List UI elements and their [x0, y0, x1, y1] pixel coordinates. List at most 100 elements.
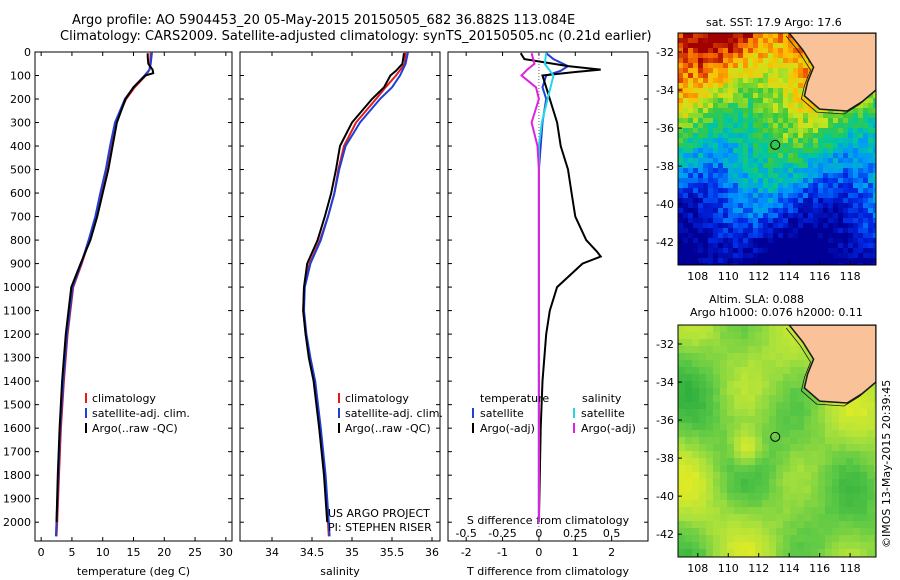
map-cell: [873, 193, 876, 198]
map-cell: [678, 123, 683, 128]
map-cell: [758, 133, 763, 138]
map-cell: [733, 183, 738, 188]
map-cell: [753, 183, 758, 188]
map-cell: [769, 472, 776, 479]
map-cell: [797, 521, 804, 528]
map-cell: [863, 183, 868, 188]
map-cell: [708, 138, 713, 143]
map-cell: [804, 542, 811, 549]
map-cell: [734, 332, 741, 339]
map-cell: [776, 346, 783, 353]
map-cell: [813, 218, 818, 223]
map-cell: [868, 153, 873, 158]
map-cell: [797, 458, 804, 465]
map-cell: [699, 437, 706, 444]
map-cell: [763, 78, 768, 83]
map-cell: [776, 535, 783, 542]
map-cell: [818, 465, 825, 472]
map-cell: [873, 213, 876, 218]
map-cell: [858, 183, 863, 188]
map-cell: [763, 63, 768, 68]
map-cell: [811, 444, 818, 451]
map-cell: [693, 38, 698, 43]
map-cell: [693, 83, 698, 88]
map-cell: [713, 486, 720, 493]
map-cell: [685, 493, 692, 500]
map-cell: [803, 183, 808, 188]
map-cell: [733, 58, 738, 63]
map-cell: [703, 113, 708, 118]
map-cell: [773, 108, 778, 113]
map-cell: [783, 153, 788, 158]
map-cell: [843, 148, 848, 153]
map-cell: [727, 458, 734, 465]
map-cell: [808, 253, 813, 258]
map-cell: [762, 521, 769, 528]
map-cell: [798, 173, 803, 178]
map-cell: [741, 493, 748, 500]
map-cell: [848, 138, 853, 143]
map-cell: [755, 521, 762, 528]
map-cell: [793, 178, 798, 183]
map-cell: [808, 243, 813, 248]
map-cell: [733, 118, 738, 123]
map-cell: [699, 444, 706, 451]
map-cell: [693, 188, 698, 193]
map-cell: [843, 163, 848, 168]
map-cell: [790, 486, 797, 493]
x-tick-label: 2: [608, 546, 615, 559]
map-cell: [773, 33, 778, 38]
map-cell: [833, 233, 838, 238]
map-cell: [743, 133, 748, 138]
map-cell: [797, 493, 804, 500]
map-cell: [734, 388, 741, 395]
map-cell: [685, 486, 692, 493]
map-cell: [723, 33, 728, 38]
map-cell: [713, 528, 720, 535]
map-cell: [678, 153, 683, 158]
map-cell: [793, 223, 798, 228]
map-cell: [728, 208, 733, 213]
map-cell: [860, 437, 867, 444]
map-cell: [803, 248, 808, 253]
map-cell: [699, 367, 706, 374]
map-cell: [793, 243, 798, 248]
map-cell: [798, 163, 803, 168]
map-cell: [713, 38, 718, 43]
map-cell: [793, 108, 798, 113]
map-cell: [733, 213, 738, 218]
map-cell: [790, 458, 797, 465]
map-cell: [838, 238, 843, 243]
map-cell: [793, 128, 798, 133]
map-cell: [728, 128, 733, 133]
map-cell: [778, 178, 783, 183]
map-cell: [863, 138, 868, 143]
map-cell: [778, 228, 783, 233]
map-cell: [804, 521, 811, 528]
map-cell: [848, 228, 853, 233]
map-cell: [748, 173, 753, 178]
map-cell: [832, 437, 839, 444]
map-cell: [755, 416, 762, 423]
map-cell: [678, 228, 683, 233]
map-cell: [825, 549, 832, 556]
map-cell: [825, 472, 832, 479]
map-cell: [713, 233, 718, 238]
map-cell: [698, 163, 703, 168]
map-cell: [723, 198, 728, 203]
map-cell: [723, 193, 728, 198]
map-cell: [778, 193, 783, 198]
map-cell: [718, 178, 723, 183]
map-cell: [698, 238, 703, 243]
map-cell: [783, 381, 790, 388]
map-cell: [808, 133, 813, 138]
map-cell: [743, 33, 748, 38]
map-cell: [783, 203, 788, 208]
map-cell: [848, 218, 853, 223]
map-cell: [683, 213, 688, 218]
map-cell: [753, 93, 758, 98]
map-cell: [706, 353, 713, 360]
map-cell: [743, 118, 748, 123]
map-cell: [783, 68, 788, 73]
map-cell: [763, 243, 768, 248]
